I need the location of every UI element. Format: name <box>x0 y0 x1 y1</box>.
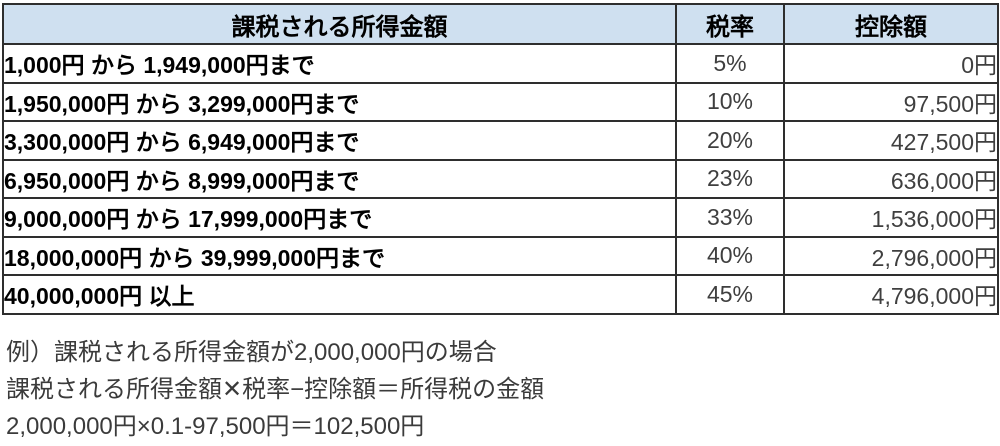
table-row: 1,950,000円 から 3,299,000円まで 10% 97,500円 <box>2 81 999 122</box>
deduction-cell: 427,500円 <box>783 120 999 161</box>
tax-rate-cell: 20% <box>675 120 785 161</box>
table-row: 1,000円 から 1,949,000円まで 5% 0円 <box>2 43 999 84</box>
tax-rate-cell: 23% <box>675 158 785 199</box>
example-notes: 例）課税される所得金額が2,000,000円の場合 課税される所得金額✕税率−控… <box>6 334 996 445</box>
table-row: 40,000,000円 以上 45% 4,796,000円 <box>2 274 999 315</box>
tax-rate-cell: 40% <box>675 235 785 276</box>
deduction-cell: 636,000円 <box>783 158 999 199</box>
income-range-cell: 1,950,000円 から 3,299,000円まで <box>2 81 677 122</box>
deduction-cell: 0円 <box>783 43 999 84</box>
income-range-cell: 6,950,000円 から 8,999,000円まで <box>2 158 677 199</box>
column-header-taxable-income: 課税される所得金額 <box>2 3 677 45</box>
example-note-formula: 課税される所得金額✕税率−控除額＝所得税の金額 <box>6 376 545 403</box>
tax-rate-cell: 33% <box>675 197 785 238</box>
table-row: 9,000,000円 から 17,999,000円まで 33% 1,536,00… <box>2 197 999 238</box>
tax-rate-cell: 10% <box>675 81 785 122</box>
column-header-deduction: 控除額 <box>783 3 999 45</box>
tax-rate-cell: 45% <box>675 274 785 315</box>
income-range-cell: 18,000,000円 から 39,999,000円まで <box>2 235 677 276</box>
tax-rate-cell: 5% <box>675 43 785 84</box>
column-header-tax-rate: 税率 <box>675 3 785 45</box>
table-row: 18,000,000円 から 39,999,000円まで 40% 2,796,0… <box>2 235 999 276</box>
deduction-cell: 1,536,000円 <box>783 197 999 238</box>
income-range-cell: 1,000円 から 1,949,000円まで <box>2 43 677 84</box>
income-range-cell: 40,000,000円 以上 <box>2 274 677 315</box>
example-note-calculation: 2,000,000円×0.1-97,500円＝102,500円 <box>6 413 425 440</box>
example-note-case: 例）課税される所得金額が2,000,000円の場合 <box>6 339 497 366</box>
deduction-cell: 97,500円 <box>783 81 999 122</box>
income-range-cell: 3,300,000円 から 6,949,000円まで <box>2 120 677 161</box>
deduction-cell: 2,796,000円 <box>783 235 999 276</box>
table-row: 3,300,000円 から 6,949,000円まで 20% 427,500円 <box>2 120 999 161</box>
table-header-row: 課税される所得金額 税率 控除額 <box>2 3 999 45</box>
tax-rate-table: 課税される所得金額 税率 控除額 1,000円 から 1,949,000円まで … <box>2 3 999 315</box>
income-range-cell: 9,000,000円 から 17,999,000円まで <box>2 197 677 238</box>
table-row: 6,950,000円 から 8,999,000円まで 23% 636,000円 <box>2 158 999 199</box>
deduction-cell: 4,796,000円 <box>783 274 999 315</box>
